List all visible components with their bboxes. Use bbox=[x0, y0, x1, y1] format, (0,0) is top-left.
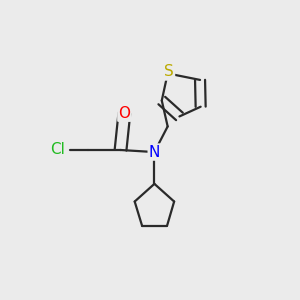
Text: N: N bbox=[149, 145, 160, 160]
Text: O: O bbox=[118, 106, 130, 121]
Text: S: S bbox=[164, 64, 174, 80]
Text: Cl: Cl bbox=[50, 142, 65, 158]
